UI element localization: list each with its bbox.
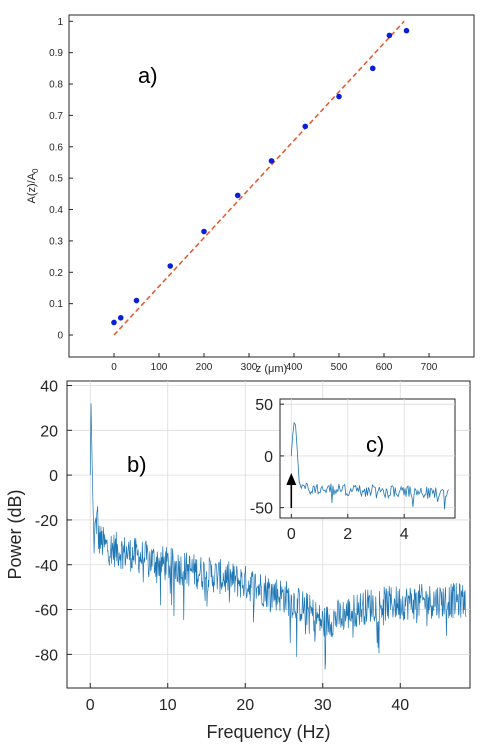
y-tick-label-a: 1 xyxy=(57,17,63,28)
data-point xyxy=(234,192,241,199)
arrow-head xyxy=(286,473,297,485)
y-tick-label-b: 20 xyxy=(40,423,58,440)
y-tick-label-a: 0.7 xyxy=(49,111,63,122)
y-tick-label-a: 0.4 xyxy=(49,205,63,216)
x-axis-label-a: z (μm) xyxy=(256,363,287,375)
panel-label-c: c) xyxy=(366,432,384,457)
data-point xyxy=(167,263,174,269)
y-axis-label-a: A(z)/A0 xyxy=(26,168,40,204)
x-tick-label-a: 300 xyxy=(241,362,258,373)
data-point xyxy=(369,65,376,72)
y-axis-label-subscript-a: 0 xyxy=(31,168,40,173)
y-axis-label-b: Power (dB) xyxy=(5,489,25,579)
spectrum-trace-b xyxy=(89,403,467,670)
x-tick-label-c: 0 xyxy=(287,526,296,543)
y-tick-label-a: 0.6 xyxy=(49,142,63,153)
spectrum-trace-c xyxy=(290,421,449,510)
data-point xyxy=(386,32,393,39)
x-tick-label-b: 0 xyxy=(86,697,95,714)
y-tick-label-c: 50 xyxy=(255,397,273,414)
x-tick-label-b: 20 xyxy=(236,697,254,714)
y-tick-label-a: 0.3 xyxy=(49,236,63,247)
x-axis-label-b: Frequency (Hz) xyxy=(206,722,330,742)
panel-label-b: b) xyxy=(127,452,147,477)
arrow-annotation-c xyxy=(286,473,297,508)
fit-line-a xyxy=(113,20,405,336)
data-points-a xyxy=(111,27,410,326)
data-point xyxy=(403,27,410,34)
data-point xyxy=(111,319,117,326)
y-tick-label-a: 0.9 xyxy=(49,48,63,59)
scatter-panel-a: 0 100 200 300 400 500 600 700 0 0.1 0.2 0.3 0.4 0.5 0.… xyxy=(26,14,475,375)
x-tick-label-b: 40 xyxy=(391,697,409,714)
y-tick-label-a: 0 xyxy=(57,331,63,342)
y-tick-label-a: 0.5 xyxy=(49,174,63,185)
x-tick-label-a: 0 xyxy=(111,362,117,373)
y-tick-label-a: 0.2 xyxy=(49,268,63,279)
y-tick-label-b: -60 xyxy=(35,603,58,620)
y-tick-label-c: -50 xyxy=(250,501,273,518)
y-tick-label-b: -40 xyxy=(35,558,58,575)
y-tick-label-a: 0.1 xyxy=(49,299,63,310)
y-tick-label-b: -80 xyxy=(35,647,58,664)
spectrum-line-c xyxy=(290,421,449,510)
x-tick-label-b: 30 xyxy=(314,697,332,714)
x-tick-label-a: 100 xyxy=(151,362,168,373)
inset-panel-c: 0 2 4 -50 0 50 c) xyxy=(250,397,456,543)
y-tick-label-b: 0 xyxy=(49,468,58,485)
x-tick-label-a: 700 xyxy=(421,362,438,373)
fit-line xyxy=(113,20,405,336)
x-tick-label-c: 4 xyxy=(400,526,409,543)
data-point xyxy=(268,158,275,164)
y-tick-label-c: 0 xyxy=(264,449,273,466)
data-point xyxy=(201,228,207,235)
grid-c xyxy=(280,399,455,518)
data-point xyxy=(117,314,124,321)
plot-frame-c xyxy=(279,398,456,519)
y-tick-label-b: 40 xyxy=(40,378,58,395)
x-tick-label-a: 500 xyxy=(331,362,348,373)
axis-ticks-c: 0 2 4 -50 0 50 xyxy=(250,397,409,543)
axis-ticks-a: 0 100 200 300 400 500 600 700 0 0.1 0.2 0.3 0.4 0.5 0.… xyxy=(49,17,438,373)
x-tick-label-a: 600 xyxy=(376,362,393,373)
x-tick-label-a: 200 xyxy=(196,362,213,373)
data-point xyxy=(302,123,309,130)
y-tick-label-b: -20 xyxy=(35,513,58,530)
x-tick-label-a: 400 xyxy=(286,362,303,373)
plot-frame-a xyxy=(68,14,475,358)
spectrum-line-b xyxy=(89,403,467,670)
panel-label-a: a) xyxy=(138,63,158,88)
y-tick-label-a: 0.8 xyxy=(49,80,63,91)
x-tick-label-b: 10 xyxy=(159,697,177,714)
data-point xyxy=(133,297,140,304)
data-point xyxy=(336,93,342,100)
x-tick-label-c: 2 xyxy=(343,526,352,543)
